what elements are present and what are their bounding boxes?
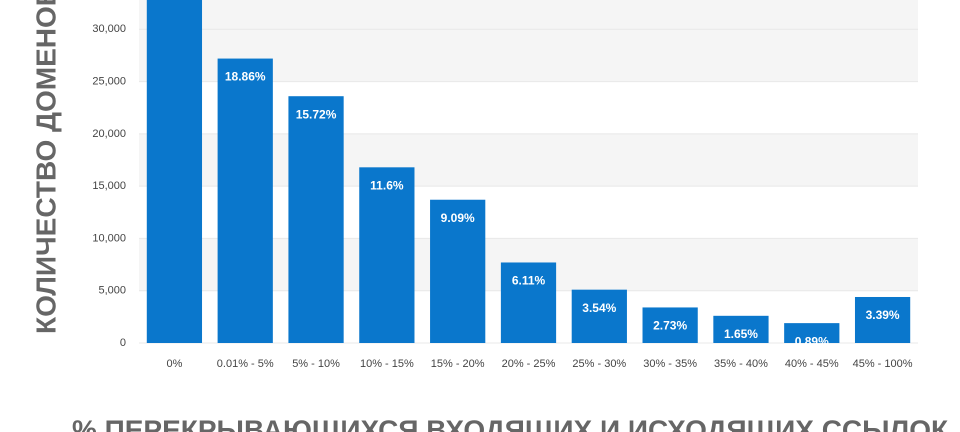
x-tick-label: 15% - 20% — [431, 358, 485, 370]
bar — [288, 96, 344, 344]
bar-label: 0.89% — [795, 334, 829, 348]
bar — [500, 262, 557, 343]
bar-label: 11.6% — [370, 178, 404, 192]
x-axis-title: % ПЕРЕКРЫВАЮЩИХСЯ ВХОДЯЩИХ И ИСХОДЯЩИХ С… — [72, 414, 949, 432]
y-tick-label: 10,000 — [92, 232, 126, 244]
bar — [642, 307, 698, 343]
x-tick-label: 0.01% - 5% — [217, 358, 274, 370]
x-tick-label: 35% - 40% — [714, 358, 768, 370]
bar-label: 15.72% — [296, 107, 337, 121]
bar — [854, 296, 911, 343]
y-tick-label: 0 — [120, 337, 126, 349]
x-tick-label: 40% - 45% — [785, 358, 839, 370]
bar-label: 3.54% — [582, 301, 616, 315]
y-tick-label: 15,000 — [92, 180, 126, 192]
bar-label: 1.65% — [724, 327, 758, 341]
y-tick-label: 30,000 — [92, 23, 126, 35]
bar-label: 18.86% — [225, 70, 266, 84]
bar — [784, 323, 840, 343]
y-tick-label: 5,000 — [98, 285, 126, 297]
x-tick-label: 30% - 35% — [643, 358, 697, 370]
x-tick-label: 0% — [166, 358, 182, 370]
bar-label: 3.39% — [866, 308, 900, 322]
y-tick-label: 25,000 — [92, 75, 126, 87]
bar — [571, 289, 627, 343]
bar — [430, 199, 486, 343]
bar — [217, 58, 273, 343]
x-tick-label: 5% - 10% — [292, 358, 340, 370]
grid-band — [139, 0, 918, 30]
x-tick-label: 45% - 100% — [853, 358, 913, 370]
bar — [359, 167, 415, 343]
bar-label: 9.09% — [441, 211, 475, 225]
x-tick-label: 25% - 30% — [572, 358, 626, 370]
bar — [146, 0, 203, 344]
bar — [713, 315, 769, 343]
x-tick-label: 20% - 25% — [502, 358, 556, 370]
bar-label: 6.11% — [512, 274, 546, 288]
bar-label: 2.73% — [653, 319, 687, 333]
y-axis-title: КОЛИЧЕСТВО ДОМЕНОВ — [30, 0, 61, 334]
y-tick-label: 20,000 — [92, 128, 126, 140]
x-tick-label: 10% - 15% — [360, 358, 414, 370]
